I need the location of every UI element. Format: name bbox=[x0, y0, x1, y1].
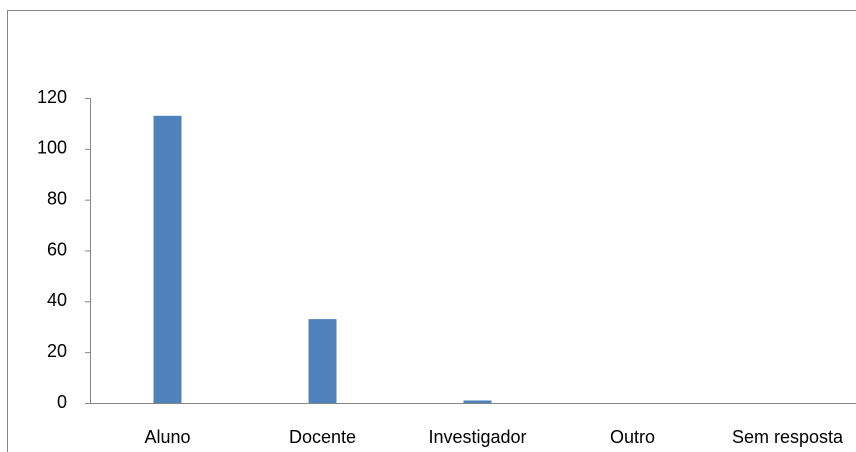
x-tick-label: Docente bbox=[289, 427, 356, 447]
y-tick-label: 80 bbox=[47, 188, 67, 208]
y-tick-label: 20 bbox=[47, 341, 67, 361]
y-tick-label: 40 bbox=[47, 290, 67, 310]
x-tick-label: Outro bbox=[610, 427, 655, 447]
x-tick-label: Investigador bbox=[428, 427, 526, 447]
y-tick-label: 0 bbox=[57, 392, 67, 412]
bar bbox=[463, 400, 492, 403]
bar bbox=[153, 115, 182, 404]
x-tick-label: Sem resposta bbox=[732, 427, 844, 447]
chart-frame bbox=[7, 10, 856, 452]
x-tick-label: Aluno bbox=[144, 427, 190, 447]
y-tick-label: 120 bbox=[37, 87, 67, 107]
y-tick-label: 60 bbox=[47, 239, 67, 259]
bar bbox=[308, 319, 337, 403]
y-tick-label: 100 bbox=[37, 138, 67, 158]
